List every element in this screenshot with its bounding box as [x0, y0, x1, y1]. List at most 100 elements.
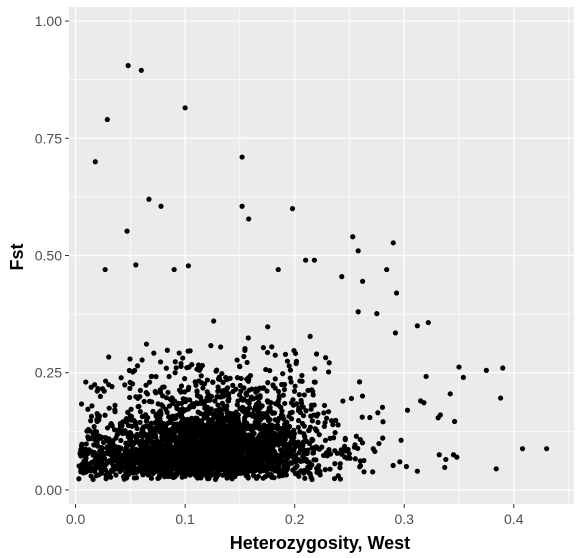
- data-point: [268, 430, 274, 437]
- data-point: [126, 462, 132, 468]
- data-point: [161, 384, 167, 390]
- data-point: [244, 390, 250, 396]
- data-point: [186, 436, 193, 442]
- data-point: [393, 290, 400, 296]
- data-point: [301, 423, 307, 429]
- data-point: [139, 357, 145, 363]
- data-point: [117, 423, 124, 429]
- data-point: [263, 366, 269, 373]
- data-points: [76, 63, 550, 483]
- data-point: [80, 462, 86, 468]
- data-point: [204, 389, 210, 395]
- data-point: [276, 402, 282, 408]
- data-point: [305, 447, 311, 453]
- data-point: [205, 421, 212, 427]
- data-point: [281, 386, 288, 393]
- data-point: [311, 257, 317, 263]
- data-point: [213, 422, 219, 429]
- data-point: [224, 403, 230, 409]
- data-point: [283, 467, 290, 473]
- data-point: [131, 459, 137, 465]
- data-point: [447, 391, 453, 397]
- data-point: [196, 442, 203, 448]
- data-point: [126, 367, 133, 374]
- data-point: [301, 392, 307, 398]
- data-point: [239, 203, 245, 209]
- data-point: [207, 438, 214, 444]
- data-point: [144, 391, 151, 397]
- data-point: [206, 460, 212, 466]
- data-point: [225, 434, 231, 440]
- data-point: [112, 402, 118, 408]
- data-point: [241, 353, 247, 360]
- data-point: [110, 463, 117, 469]
- data-point: [93, 473, 100, 479]
- data-point: [249, 463, 255, 469]
- data-point: [309, 418, 315, 424]
- data-point: [214, 367, 220, 373]
- data-point: [281, 458, 287, 465]
- data-point: [219, 370, 225, 377]
- data-point: [135, 404, 141, 410]
- data-point: [146, 425, 153, 431]
- data-point: [265, 324, 271, 330]
- data-point: [178, 383, 185, 389]
- data-point: [129, 381, 136, 387]
- data-point: [390, 240, 396, 246]
- data-point: [316, 432, 322, 438]
- data-point: [191, 404, 197, 410]
- data-point: [322, 467, 328, 473]
- data-point: [134, 363, 141, 369]
- data-point: [133, 262, 139, 268]
- data-point: [231, 459, 237, 465]
- data-point: [350, 234, 356, 240]
- y-axis-title: Fst: [7, 243, 27, 270]
- data-point: [326, 446, 332, 453]
- data-point: [267, 368, 273, 374]
- data-point: [215, 388, 221, 394]
- data-point: [148, 475, 155, 481]
- data-point: [164, 470, 170, 476]
- data-point: [355, 445, 361, 452]
- data-point: [222, 417, 228, 424]
- data-point: [137, 419, 143, 425]
- data-point: [261, 439, 267, 445]
- data-point: [126, 471, 132, 477]
- data-point: [291, 439, 297, 445]
- data-point: [115, 450, 122, 456]
- data-point: [159, 434, 165, 440]
- data-point: [308, 474, 314, 480]
- data-point: [116, 461, 123, 467]
- data-point: [92, 428, 98, 434]
- y-tick-label: 0.50: [35, 248, 62, 264]
- data-point: [299, 372, 305, 379]
- data-point: [155, 452, 161, 458]
- data-point: [103, 450, 109, 456]
- data-point: [158, 203, 164, 209]
- data-point: [92, 456, 99, 462]
- data-point: [206, 393, 212, 399]
- data-point: [271, 448, 277, 454]
- data-point: [164, 420, 170, 427]
- data-point: [359, 440, 366, 446]
- data-point: [208, 343, 214, 349]
- data-point: [89, 467, 95, 474]
- data-point: [81, 458, 87, 464]
- data-point: [284, 419, 290, 425]
- data-point: [265, 380, 271, 386]
- data-point: [178, 389, 184, 395]
- data-point: [164, 409, 170, 416]
- data-point: [425, 319, 431, 326]
- x-axis-ticks: 0.0 0.1 0.2 0.3 0.4: [66, 504, 524, 527]
- data-point: [255, 461, 261, 467]
- data-point: [452, 418, 458, 425]
- data-point: [224, 376, 230, 383]
- data-point: [379, 404, 386, 410]
- data-point: [233, 414, 239, 420]
- data-point: [297, 409, 304, 416]
- data-point: [295, 470, 301, 476]
- data-point: [199, 428, 205, 434]
- data-point: [140, 424, 146, 430]
- data-point: [145, 458, 151, 464]
- data-point: [224, 390, 231, 396]
